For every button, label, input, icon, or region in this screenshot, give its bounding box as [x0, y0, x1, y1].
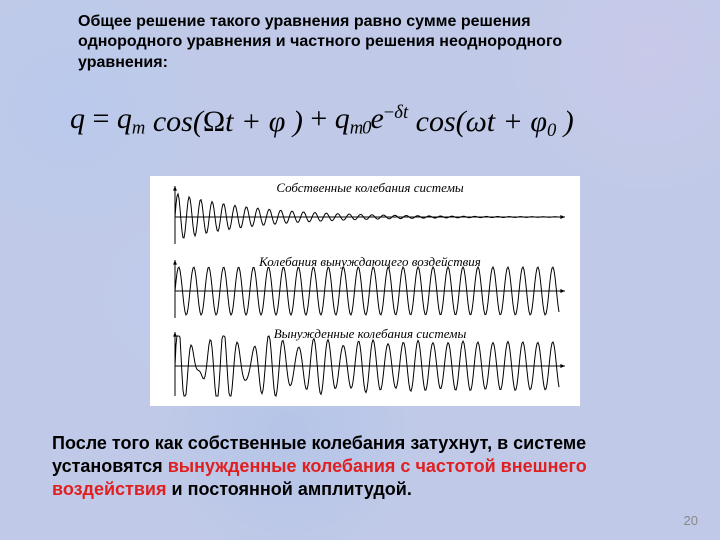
eq-t2-sub: m0: [350, 117, 371, 138]
bottom-paragraph: После того как собственные колебания зат…: [52, 432, 652, 501]
eq-t2-tphi: t + φ: [487, 105, 547, 138]
eq-t1-Omega: Ω: [203, 105, 225, 138]
oscillation-charts: Собственные колебания системы Колебания в…: [150, 176, 580, 406]
eq-t1-tphi: t + φ ): [225, 105, 303, 138]
eq-t2-exp-delta: δ: [394, 102, 403, 123]
svg-text:Собственные колебания системы: Собственные колебания системы: [276, 180, 464, 195]
eq-t2-omega: ω: [466, 105, 487, 138]
eq-t1-q: q: [117, 102, 132, 135]
eq-lhs: q: [70, 102, 85, 135]
eq-t1-sub: m: [132, 117, 145, 138]
oscillation-svg: Собственные колебания системы Колебания в…: [150, 176, 580, 406]
bottom-p2: и постоянной амплитудой.: [167, 479, 412, 499]
eq-plus: +: [303, 102, 335, 135]
eq-t2-exp-t: t: [403, 102, 408, 123]
eq-t2-e: e: [370, 102, 383, 135]
svg-text:Вынужденные колебания системы: Вынужденные колебания системы: [274, 326, 467, 341]
eq-t1-cos: cos(: [153, 105, 203, 138]
svg-text:Колебания вынуждающего воздейс: Колебания вынуждающего воздействия: [258, 254, 481, 269]
eq-t2-exp-minus: −: [384, 102, 395, 123]
equation: q = qm cos(Ωt + φ ) + qm0e−δt cos(ωt + φ…: [70, 102, 574, 139]
eq-t2-phi0sub: 0: [547, 120, 556, 141]
page-number: 20: [684, 513, 698, 528]
eq-t2-close: ): [556, 105, 574, 138]
eq-t2-cos: cos(: [416, 105, 466, 138]
eq-t2-q: q: [335, 102, 350, 135]
top-paragraph: Общее решение такого уравнения равно сум…: [78, 12, 638, 73]
eq-equals: =: [85, 102, 117, 135]
